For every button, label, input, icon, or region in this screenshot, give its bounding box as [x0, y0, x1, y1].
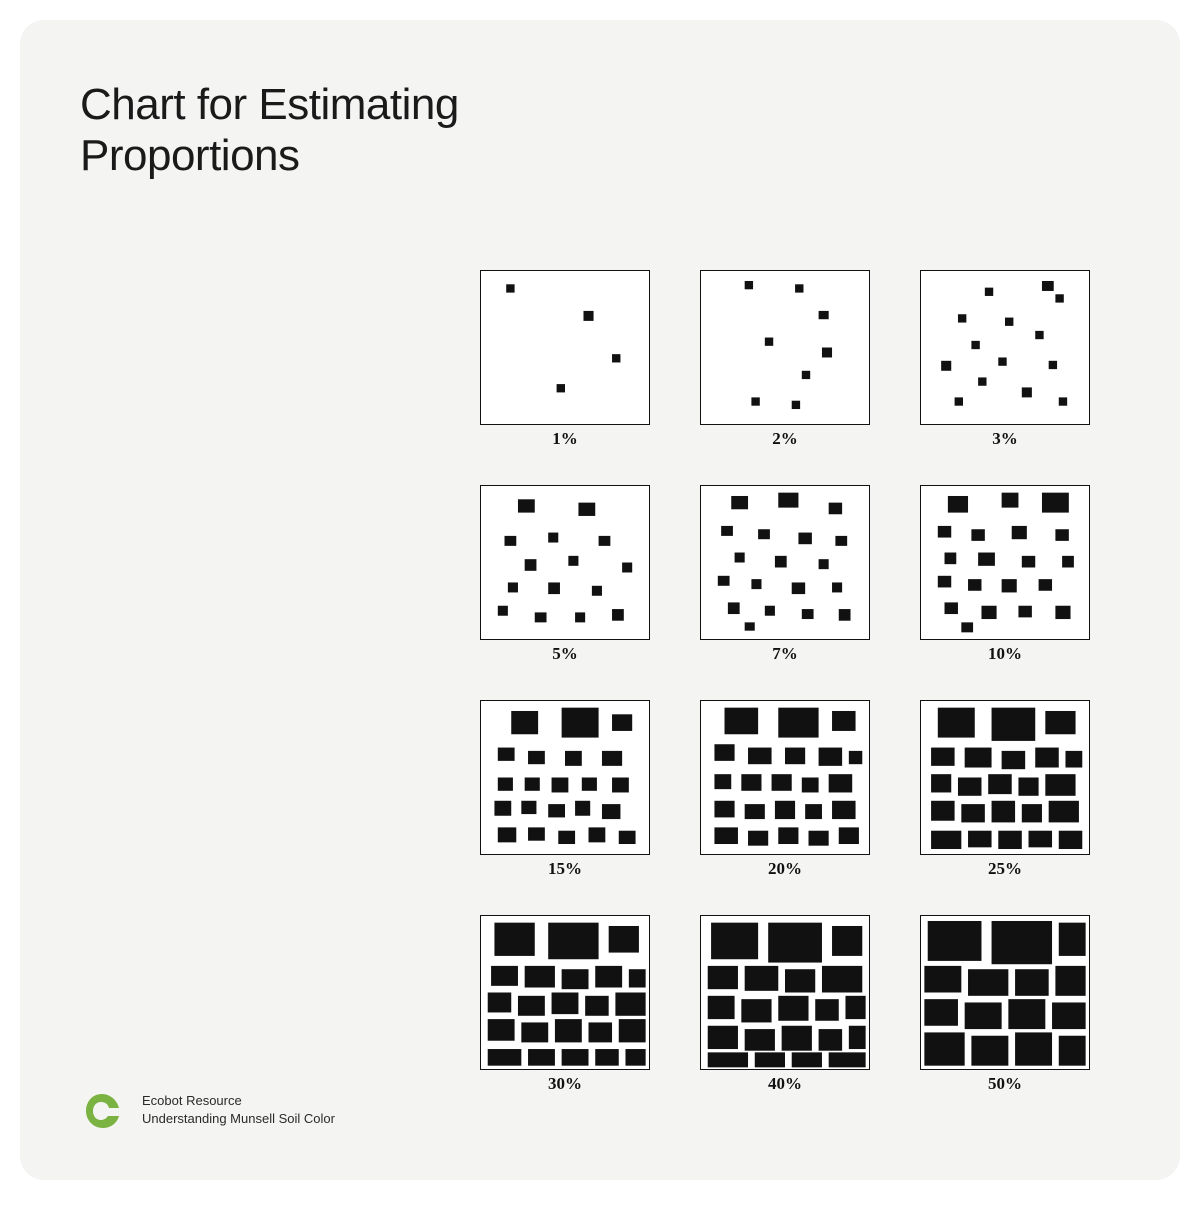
proportion-label: 3% [992, 429, 1018, 449]
title-line-1: Chart for Estimating [80, 80, 459, 129]
proportion-label: 20% [768, 859, 802, 879]
proportion-box [480, 270, 650, 425]
proportion-cell: 15% [470, 700, 660, 879]
proportion-box [920, 485, 1090, 640]
proportion-grid: 1% 2% 3% 5% 7% 10% 15% 20% 25% 30% 40% 50% [470, 270, 1100, 1094]
proportion-box [700, 270, 870, 425]
proportion-label: 2% [772, 429, 798, 449]
proportion-box [700, 485, 870, 640]
proportion-box [920, 700, 1090, 855]
proportion-label: 25% [988, 859, 1022, 879]
proportion-cell: 1% [470, 270, 660, 449]
proportion-cell: 25% [910, 700, 1100, 879]
proportion-label: 50% [988, 1074, 1022, 1094]
page-card: Chart for Estimating Proportions 1% 2% 3% 5… [20, 20, 1180, 1180]
proportion-label: 7% [772, 644, 798, 664]
proportion-box [700, 915, 870, 1070]
proportion-cell: 5% [470, 485, 660, 664]
proportion-cell: 50% [910, 915, 1100, 1094]
proportion-box [480, 915, 650, 1070]
proportion-cell: 10% [910, 485, 1100, 664]
proportion-box [700, 700, 870, 855]
proportion-cell: 2% [690, 270, 880, 449]
proportion-cell: 20% [690, 700, 880, 879]
footer-text: Ecobot Resource Understanding Munsell So… [142, 1092, 335, 1127]
proportion-label: 30% [548, 1074, 582, 1094]
proportion-label: 1% [552, 429, 578, 449]
proportion-cell: 40% [690, 915, 880, 1094]
proportion-label: 15% [548, 859, 582, 879]
proportion-box [920, 915, 1090, 1070]
proportion-cell: 30% [470, 915, 660, 1094]
footer: Ecobot Resource Understanding Munsell So… [80, 1088, 335, 1132]
proportion-cell: 7% [690, 485, 880, 664]
footer-brand: Ecobot Resource [142, 1092, 335, 1110]
proportion-label: 5% [552, 644, 578, 664]
ecobot-logo-icon [80, 1088, 124, 1132]
proportion-box [480, 700, 650, 855]
title-line-2: Proportions [80, 131, 300, 180]
proportion-box [920, 270, 1090, 425]
proportion-cell: 3% [910, 270, 1100, 449]
proportion-label: 10% [988, 644, 1022, 664]
proportion-box [480, 485, 650, 640]
proportion-label: 40% [768, 1074, 802, 1094]
footer-subtitle: Understanding Munsell Soil Color [142, 1110, 335, 1128]
page-title: Chart for Estimating Proportions [80, 80, 1120, 181]
